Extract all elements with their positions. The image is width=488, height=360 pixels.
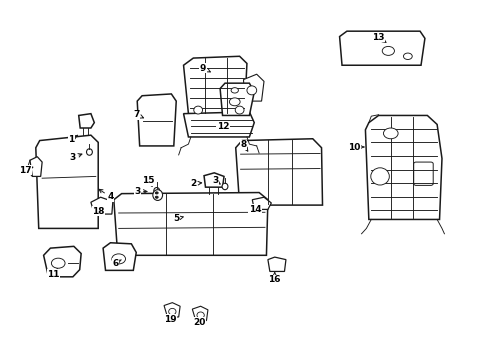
Polygon shape (30, 157, 42, 176)
Polygon shape (203, 173, 224, 187)
Ellipse shape (112, 254, 125, 264)
Polygon shape (339, 31, 424, 65)
Polygon shape (137, 94, 176, 146)
Text: 8: 8 (240, 140, 247, 151)
Text: 6: 6 (112, 259, 121, 268)
Polygon shape (36, 135, 98, 228)
Polygon shape (103, 243, 136, 270)
Polygon shape (43, 246, 81, 277)
Text: 13: 13 (371, 33, 385, 42)
Ellipse shape (222, 183, 227, 190)
Text: 3: 3 (70, 153, 82, 162)
Ellipse shape (231, 87, 238, 93)
Ellipse shape (403, 53, 411, 59)
Text: 17: 17 (19, 166, 33, 175)
Text: 3: 3 (134, 187, 147, 196)
Polygon shape (163, 303, 180, 317)
Text: 15: 15 (142, 176, 154, 186)
Text: 2: 2 (190, 179, 201, 188)
Text: 1: 1 (68, 135, 77, 144)
Text: 20: 20 (193, 318, 205, 327)
Polygon shape (267, 257, 285, 271)
Polygon shape (192, 306, 207, 320)
Polygon shape (114, 193, 267, 255)
Polygon shape (91, 197, 113, 214)
Ellipse shape (153, 190, 162, 201)
Text: 12: 12 (216, 122, 229, 131)
Ellipse shape (168, 309, 176, 315)
Polygon shape (183, 112, 254, 137)
Text: 4: 4 (99, 189, 113, 201)
Text: 3: 3 (212, 176, 220, 185)
Polygon shape (252, 197, 271, 210)
Polygon shape (235, 139, 322, 205)
Ellipse shape (382, 46, 394, 55)
Text: 9: 9 (200, 64, 210, 73)
Polygon shape (243, 74, 264, 101)
Polygon shape (183, 56, 246, 116)
Text: 5: 5 (173, 214, 183, 223)
Text: 19: 19 (164, 315, 176, 324)
Ellipse shape (193, 106, 202, 114)
Ellipse shape (197, 312, 204, 319)
Ellipse shape (155, 192, 158, 194)
Ellipse shape (370, 168, 388, 185)
Ellipse shape (246, 86, 256, 95)
Text: 10: 10 (347, 143, 363, 152)
Ellipse shape (51, 258, 65, 268)
Polygon shape (220, 83, 254, 116)
Text: 14: 14 (248, 204, 261, 214)
Ellipse shape (383, 128, 397, 139)
Ellipse shape (86, 149, 92, 155)
Ellipse shape (155, 196, 158, 198)
FancyBboxPatch shape (413, 162, 432, 185)
Polygon shape (365, 116, 441, 220)
Polygon shape (79, 114, 94, 128)
Text: 11: 11 (47, 269, 60, 279)
Text: 16: 16 (268, 272, 281, 284)
Ellipse shape (235, 106, 244, 114)
Ellipse shape (229, 98, 240, 106)
Text: 7: 7 (133, 110, 143, 119)
Ellipse shape (154, 188, 159, 194)
Text: 18: 18 (92, 207, 104, 216)
